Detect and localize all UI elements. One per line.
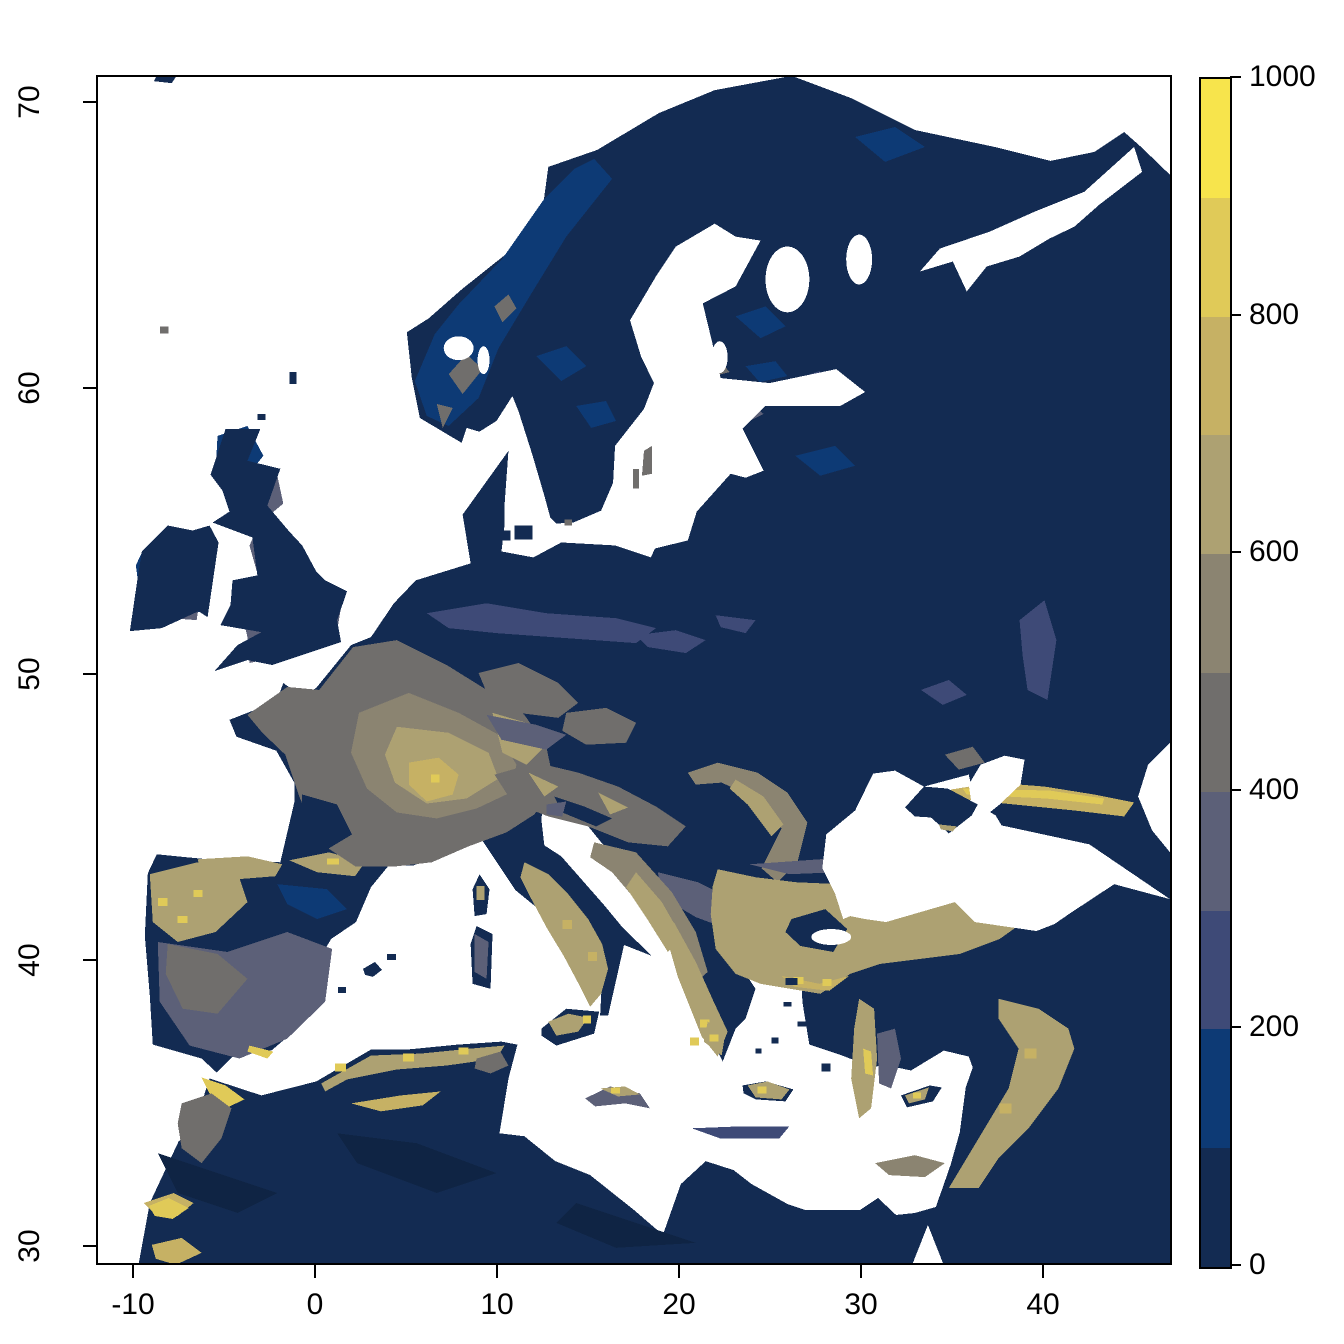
faroe-islands <box>159 326 169 334</box>
landmass-middle-east <box>800 884 1170 1263</box>
legend-band-900-1000 <box>1201 78 1230 198</box>
legend-band-700-800 <box>1201 316 1230 436</box>
y-tick-label: 60 <box>13 371 46 405</box>
x-tick <box>1042 1265 1044 1278</box>
y-tick <box>83 959 96 961</box>
white-sea <box>919 146 1143 292</box>
legend-band-500-600 <box>1201 553 1230 673</box>
y-tick-label: 40 <box>13 943 46 977</box>
sea-of-marmara <box>811 929 852 945</box>
terrain-overlays <box>135 127 1135 1263</box>
baltic-sea <box>461 223 866 558</box>
gotland <box>641 445 652 476</box>
ireland <box>129 525 219 632</box>
y-tick <box>83 673 96 675</box>
legend-tick <box>1230 76 1241 78</box>
islands <box>129 77 978 1108</box>
lake-peipus <box>711 341 728 374</box>
legend-tick-label: 800 <box>1249 297 1300 331</box>
water-overlays <box>443 146 1170 1263</box>
lake-onega <box>846 234 873 285</box>
legend-tick-label: 0 <box>1249 1248 1266 1281</box>
x-tick <box>314 1265 316 1278</box>
x-tick-label: 20 <box>662 1288 696 1321</box>
x-tick <box>132 1265 134 1278</box>
y-tick-label: 70 <box>13 85 46 119</box>
lake-vattern <box>477 346 490 375</box>
x-tick-label: 0 <box>306 1288 324 1321</box>
legend-tick <box>1230 1264 1241 1266</box>
legend-band-200-300 <box>1201 910 1230 1030</box>
black-sea <box>822 770 1071 932</box>
y-tick-label: 30 <box>13 1229 46 1263</box>
sea-of-azov <box>968 755 1025 817</box>
gulf-of-suez <box>912 1224 943 1263</box>
x-tick-label: -10 <box>111 1288 155 1321</box>
y-tick <box>83 101 96 103</box>
map-raster <box>129 77 1170 1263</box>
legend-tick <box>1230 551 1241 554</box>
mallorca <box>363 961 382 977</box>
y-tick-label: 50 <box>13 657 46 691</box>
legend-tick <box>1230 313 1241 316</box>
legend-tick-label: 400 <box>1249 772 1300 806</box>
orkney <box>257 413 266 420</box>
lesbos <box>785 977 798 985</box>
plot-frame <box>96 75 1172 1265</box>
x-tick <box>496 1265 498 1278</box>
x-tick-label: 10 <box>480 1288 514 1321</box>
legend-band-100-200 <box>1201 1028 1230 1149</box>
legend-color-bar <box>1199 77 1232 1269</box>
legend-band-0-100 <box>1201 1147 1230 1267</box>
great-britain <box>210 428 348 671</box>
legend-tick-label: 600 <box>1249 535 1300 569</box>
rhodes <box>821 1063 831 1072</box>
legend-tick-label: 1000 <box>1249 60 1316 93</box>
lake-vanern <box>443 336 474 361</box>
y-tick <box>83 1245 96 1247</box>
legend-band-300-400 <box>1201 791 1230 911</box>
legend-tick-label: 200 <box>1249 1010 1300 1044</box>
zealand <box>514 525 533 540</box>
legend-band-600-700 <box>1201 434 1230 555</box>
x-tick-label: 40 <box>1026 1288 1060 1321</box>
y-tick <box>83 387 96 389</box>
legend-band-400-500 <box>1201 672 1230 792</box>
crimea <box>904 786 978 834</box>
x-tick <box>860 1265 862 1278</box>
fyn <box>498 530 511 541</box>
x-tick-label: 30 <box>844 1288 878 1321</box>
caspian-sea <box>1138 742 1170 853</box>
shetland <box>289 372 297 385</box>
x-tick <box>678 1265 680 1278</box>
legend-tick <box>1230 1026 1241 1029</box>
landmass-north-africa <box>138 1041 955 1263</box>
legend-tick <box>1230 788 1241 791</box>
jan-mayen <box>153 77 176 84</box>
lake-ladoga <box>765 246 810 313</box>
bornholm <box>564 519 573 526</box>
legend-band-800-900 <box>1201 197 1230 317</box>
